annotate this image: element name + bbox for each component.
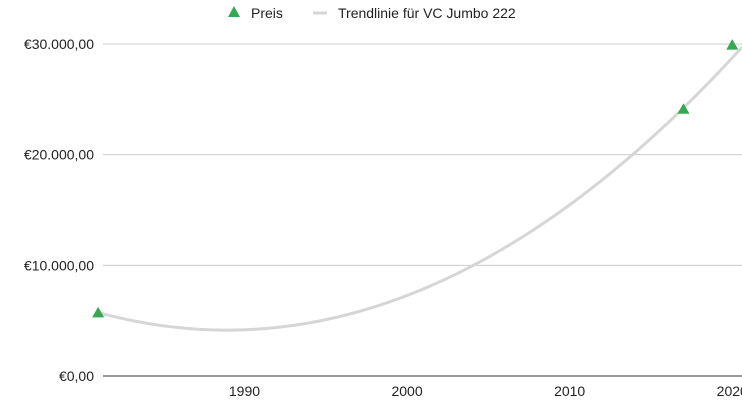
- data-points-layer: [92, 39, 739, 318]
- x-tick-label: 1990: [229, 383, 260, 399]
- x-tick-label: 2010: [554, 383, 585, 399]
- gridlines: [103, 43, 742, 377]
- legend-marker-triangle-icon: [228, 6, 240, 17]
- legend[interactable]: Preis Trendlinie für VC Jumbo 222: [228, 5, 516, 21]
- data-point-marker[interactable]: [726, 39, 739, 50]
- y-tick-label: €30.000,00: [24, 36, 94, 52]
- legend-label: Trendlinie für VC Jumbo 222: [338, 5, 516, 21]
- y-tick-label: €10.000,00: [24, 257, 94, 273]
- x-axis-tick-labels: 1990 2000 2010 2020: [229, 383, 742, 399]
- trendline: [97, 46, 742, 332]
- x-tick-label: 2020: [717, 383, 742, 399]
- y-axis-tick-labels: €0,00 €10.000,00 €20.000,00 €30.000,00: [24, 36, 94, 384]
- data-point-marker[interactable]: [92, 306, 105, 318]
- y-tick-label: €20.000,00: [24, 147, 94, 163]
- y-tick-label: €0,00: [59, 368, 94, 384]
- trendline-layer: [97, 46, 742, 332]
- legend-label: Preis: [251, 5, 283, 21]
- x-tick-label: 2000: [391, 383, 422, 399]
- data-point-marker[interactable]: [677, 103, 690, 114]
